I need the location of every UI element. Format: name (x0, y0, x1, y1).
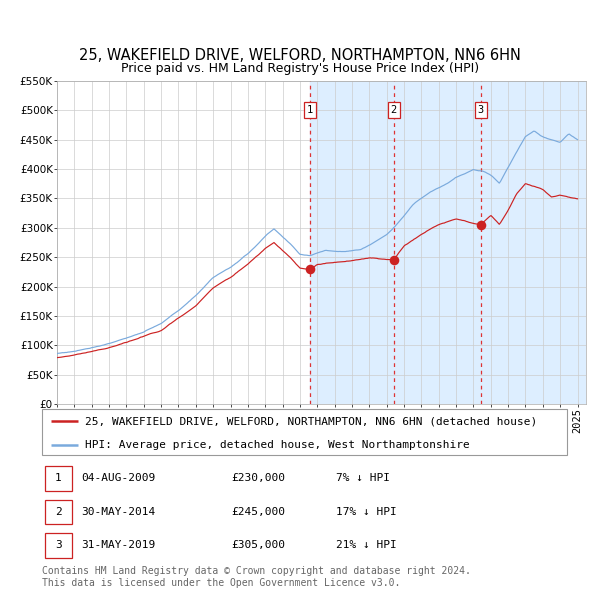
Text: 3: 3 (55, 540, 62, 550)
Text: 2: 2 (391, 105, 397, 115)
Bar (44, 500, 72, 524)
Text: Contains HM Land Registry data © Crown copyright and database right 2024.
This d: Contains HM Land Registry data © Crown c… (42, 566, 471, 588)
Text: 1: 1 (55, 473, 62, 483)
Text: 2: 2 (55, 507, 62, 517)
Text: £230,000: £230,000 (231, 473, 285, 483)
Text: 04-AUG-2009: 04-AUG-2009 (82, 473, 155, 483)
Text: £245,000: £245,000 (231, 507, 285, 517)
Text: 30-MAY-2014: 30-MAY-2014 (82, 507, 155, 517)
Text: HPI: Average price, detached house, West Northamptonshire: HPI: Average price, detached house, West… (85, 440, 470, 450)
Bar (310, 81, 586, 404)
Text: 25, WAKEFIELD DRIVE, WELFORD, NORTHAMPTON, NN6 6HN (detached house): 25, WAKEFIELD DRIVE, WELFORD, NORTHAMPTO… (85, 417, 538, 427)
Text: 17% ↓ HPI: 17% ↓ HPI (336, 507, 397, 517)
Text: 25, WAKEFIELD DRIVE, WELFORD, NORTHAMPTON, NN6 6HN: 25, WAKEFIELD DRIVE, WELFORD, NORTHAMPTO… (79, 48, 521, 63)
Bar (44, 466, 72, 491)
Point (476, 220, 485, 230)
Bar (44, 533, 72, 558)
Text: £305,000: £305,000 (231, 540, 285, 550)
Point (305, 264, 315, 274)
Text: 7% ↓ HPI: 7% ↓ HPI (336, 473, 390, 483)
Point (389, 255, 398, 265)
Text: 31-MAY-2019: 31-MAY-2019 (82, 540, 155, 550)
Text: 21% ↓ HPI: 21% ↓ HPI (336, 540, 397, 550)
Text: 1: 1 (307, 105, 313, 115)
Text: 3: 3 (478, 105, 484, 115)
Text: Price paid vs. HM Land Registry's House Price Index (HPI): Price paid vs. HM Land Registry's House … (121, 62, 479, 75)
